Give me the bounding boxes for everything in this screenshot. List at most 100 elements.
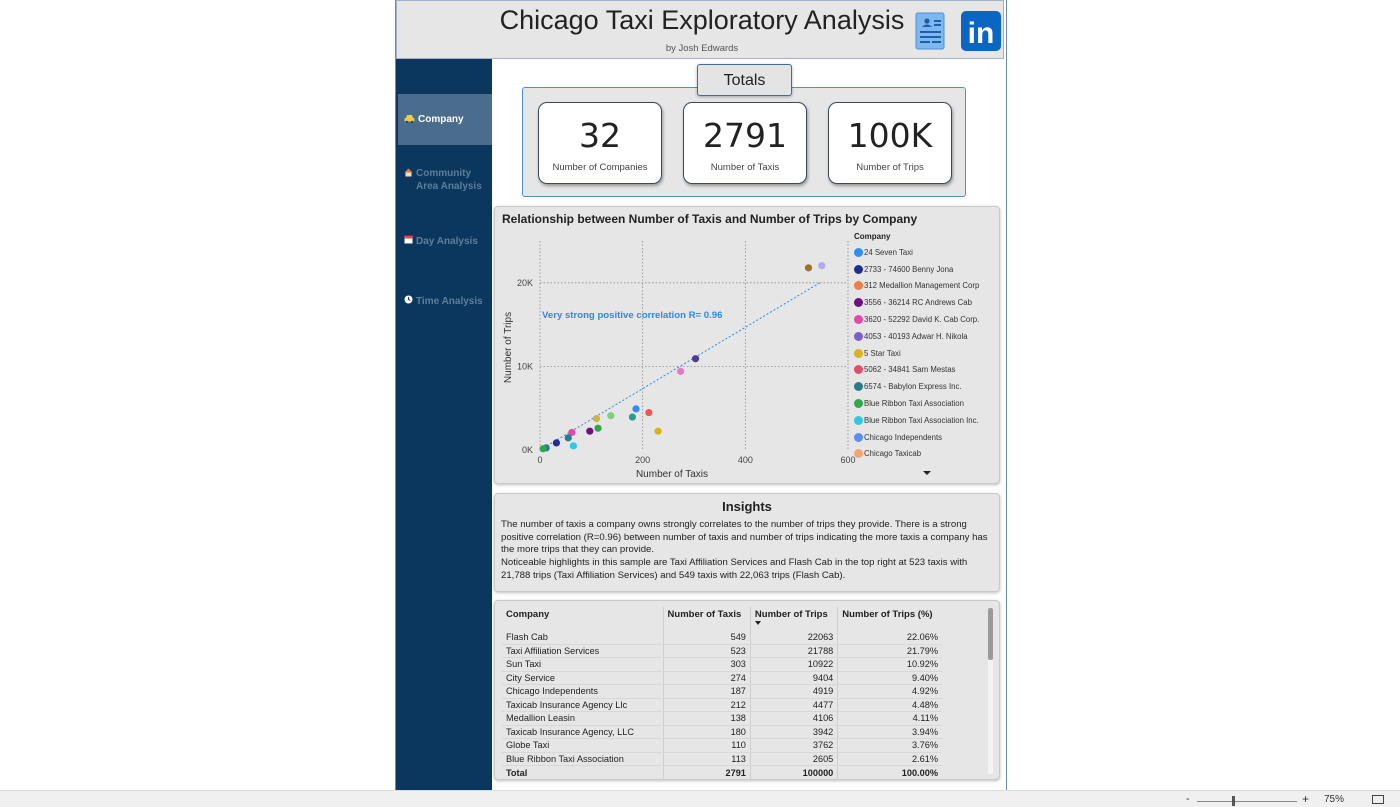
- column-header-trips-label: Number of Trips: [754, 609, 828, 620]
- column-header-company[interactable]: Company: [502, 607, 664, 631]
- sidebar-item-community-area[interactable]: Community Area Analysis: [398, 167, 492, 193]
- scatter-point: [654, 427, 662, 435]
- legend-item[interactable]: 5062 - 34841 Sam Mestas: [854, 362, 994, 379]
- kpi-label: Number of Taxis: [710, 162, 780, 173]
- legend-label: 2733 - 74600 Benny Jona: [864, 264, 954, 274]
- table-total-cell: Total: [502, 765, 664, 780]
- zoom-level: 75%: [1324, 794, 1345, 805]
- scatter-point: [569, 442, 577, 450]
- legend-item[interactable]: Blue Ribbon Taxi Association Inc.: [854, 412, 994, 429]
- table-row[interactable]: Sun Taxi 303 10922 10.92%: [502, 657, 942, 672]
- table-cell: 4106: [750, 711, 839, 726]
- legend-swatch: [854, 432, 863, 442]
- zoom-slider[interactable]: [1197, 801, 1297, 802]
- zoom-in-button[interactable]: +: [1302, 792, 1310, 806]
- legend-item[interactable]: 5 Star Taxi: [854, 345, 994, 362]
- scatter-point: [552, 439, 561, 447]
- table-cell: 180: [663, 725, 751, 739]
- table-cell: 4.92%: [837, 684, 942, 699]
- table-header-row: Company Number of Taxis Number of Trips …: [502, 607, 942, 631]
- table-cell: 212: [663, 698, 751, 712]
- table-row[interactable]: Blue Ribbon Taxi Association 113 2605 2.61%: [502, 752, 942, 766]
- legend-item[interactable]: Chicago Independents: [854, 429, 994, 446]
- fit-to-page-icon[interactable]: [1372, 795, 1384, 804]
- x-tick-label: 600: [840, 455, 855, 465]
- table-row[interactable]: Taxicab Insurance Agency Llc 212 4477 4.48%: [502, 698, 942, 712]
- calendar-icon: [404, 235, 413, 247]
- sidebar-item-day-analysis[interactable]: Day Analysis: [398, 233, 492, 249]
- zoom-slider-thumb[interactable]: [1232, 796, 1235, 806]
- table-cell: 3.94%: [837, 725, 942, 739]
- table-cell: 187: [663, 684, 751, 699]
- table-cell: 303: [663, 657, 751, 672]
- table-cell: 21788: [750, 644, 839, 658]
- table-row[interactable]: Taxicab Insurance Agency, LLC 180 3942 3.94…: [502, 725, 942, 739]
- table-cell: 4.48%: [837, 698, 942, 712]
- table-row[interactable]: Taxi Affiliation Services 523 21788 21.79%: [502, 644, 942, 658]
- table-cell: 9404: [750, 671, 839, 685]
- y-axis-label: Number of Trips: [503, 312, 514, 383]
- table-row[interactable]: Medallion Leasin 138 4106 4.11%: [502, 711, 942, 726]
- table-cell: 113: [663, 752, 751, 766]
- kpi-value: 2791: [703, 116, 787, 155]
- table-row[interactable]: Chicago Independents 187 4919 4.92%: [502, 684, 942, 699]
- table-cell: 4.11%: [837, 711, 942, 726]
- table-cell: Flash Cab: [502, 631, 664, 645]
- table-scroll-thumb[interactable]: [988, 608, 993, 660]
- report-title: Chicago Taxi Exploratory Analysis: [499, 5, 905, 35]
- legend-label: 3556 - 36214 RC Andrews Cab: [864, 298, 972, 308]
- totals-panel: 32 Number of Companies 2791 Number of Ta…: [522, 87, 966, 197]
- linkedin-icon[interactable]: in: [961, 11, 1001, 51]
- column-header-trips[interactable]: Number of Trips: [750, 607, 839, 631]
- table-row[interactable]: City Service 274 9404 9.40%: [502, 671, 942, 685]
- table-cell: 110: [663, 738, 751, 753]
- zoom-out-button[interactable]: -: [1186, 793, 1190, 805]
- legend-label: 24 Seven Taxi: [864, 247, 913, 257]
- table-cell: 3.76%: [837, 738, 942, 753]
- scatter-chart-panel[interactable]: Relationship between Number of Taxis and…: [494, 206, 1000, 484]
- table-cell: 4477: [750, 698, 839, 712]
- column-header-taxis[interactable]: Number of Taxis: [663, 607, 751, 631]
- kpi-value: 100K: [847, 116, 933, 155]
- legend-item[interactable]: Chicago Taxicab: [854, 446, 994, 463]
- table-row[interactable]: Globe Taxi 110 3762 3.76%: [502, 738, 942, 753]
- insights-paragraph: The number of taxis a company owns stron…: [501, 519, 988, 556]
- table-cell: 10.92%: [837, 657, 942, 672]
- table-cell: 4919: [750, 684, 839, 699]
- legend-item[interactable]: 6574 - Babylon Express Inc.: [854, 378, 994, 395]
- table-total-row: Total 2791 100000 100.00%: [502, 765, 942, 780]
- scatter-point: [645, 408, 653, 417]
- legend-item[interactable]: 4053 - 40193 Adwar H. Nikola: [854, 328, 994, 345]
- legend-label: Chicago Taxicab: [864, 449, 922, 459]
- scatter-point: [632, 405, 640, 413]
- table-row[interactable]: Flash Cab 549 22063 22.06%: [502, 631, 942, 645]
- legend-item[interactable]: 3620 - 52292 David K. Cab Corp.: [854, 311, 994, 328]
- sort-descending-icon: [754, 621, 761, 625]
- legend-swatch: [854, 298, 863, 308]
- table-cell: 523: [663, 644, 751, 658]
- linkedin-icon-text: in: [968, 17, 995, 50]
- sidebar-item-company[interactable]: Company: [398, 94, 492, 145]
- document-icon[interactable]: [915, 12, 945, 50]
- legend-item[interactable]: 312 Medallion Management Corp: [854, 278, 994, 295]
- totals-tab[interactable]: Totals: [697, 64, 792, 96]
- legend-item[interactable]: Blue Ribbon Taxi Association: [854, 395, 994, 412]
- table-cell: Chicago Independents: [502, 684, 664, 699]
- legend-label: 5 Star Taxi: [864, 348, 901, 358]
- legend-item[interactable]: 3556 - 36214 RC Andrews Cab: [854, 294, 994, 311]
- clock-icon: [404, 295, 413, 307]
- table-scrollbar[interactable]: [988, 608, 993, 774]
- legend-item[interactable]: 24 Seven Taxi: [854, 244, 994, 261]
- legend-scroll-down-icon[interactable]: [923, 471, 931, 475]
- legend-item[interactable]: 2733 - 74600 Benny Jona: [854, 261, 994, 278]
- table-cell: 10922: [750, 657, 839, 672]
- kpi-card-companies: 32 Number of Companies: [538, 102, 662, 184]
- legend-label: Chicago Independents: [864, 432, 943, 442]
- legend-label: 3620 - 52292 David K. Cab Corp.: [864, 315, 980, 325]
- table-cell: 9.40%: [837, 671, 942, 685]
- column-header-trips-pct[interactable]: Number of Trips (%): [842, 609, 933, 620]
- sidebar-item-label: Community Area Analysis: [416, 168, 482, 192]
- sidebar-item-time-analysis[interactable]: Time Analysis: [398, 293, 492, 309]
- chart-title: Relationship between Number of Taxis and…: [502, 212, 918, 226]
- trend-line: [539, 282, 821, 451]
